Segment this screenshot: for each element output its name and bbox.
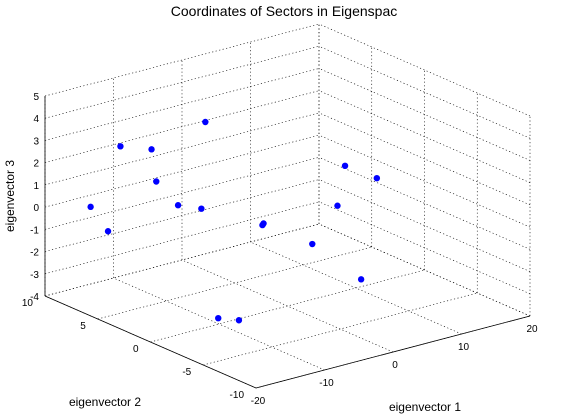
x-tick-label: 0 (392, 360, 398, 371)
side-wall-gridline (318, 157, 531, 250)
z-axis-label: eigenvector 3 (3, 160, 17, 232)
back-wall-gridline (44, 112, 320, 186)
x-tick-label: -20 (251, 396, 266, 407)
z-tick-label: 3 (33, 136, 39, 147)
data-point (334, 202, 341, 209)
data-point (309, 240, 316, 248)
data-point (104, 228, 112, 235)
y-tick-label: -5 (182, 367, 191, 378)
y-tick-label: -10 (230, 390, 245, 401)
back-wall-gridline (44, 201, 320, 275)
data-point (357, 276, 365, 283)
x-tick-label: 20 (526, 324, 538, 335)
side-wall-gridline (318, 112, 531, 206)
z-tick-label: -3 (30, 270, 39, 281)
data-points (87, 118, 381, 324)
data-point (373, 174, 381, 182)
y-tick-label: 0 (133, 344, 139, 355)
data-point (260, 220, 267, 227)
side-wall-gridline (318, 179, 531, 272)
z-tick-label: -4 (30, 292, 39, 303)
x-axis-line (255, 315, 531, 389)
data-point (215, 314, 222, 322)
side-wall-gridline (318, 201, 531, 295)
x-axis-label: eigenvector 1 (389, 400, 461, 414)
z-tick-label: 0 (33, 203, 39, 214)
y-axis-line (44, 295, 257, 389)
back-wall-gridline (44, 68, 320, 141)
x-tick-label: -10 (319, 378, 334, 389)
floor-gridline (97, 246, 372, 320)
back-wall-gridline (44, 179, 320, 252)
z-tick-label: 1 (33, 181, 39, 192)
back-wall-gridline (44, 45, 320, 119)
data-point (235, 317, 243, 324)
back-wall-gridline (44, 157, 320, 230)
floor-gridline (181, 259, 394, 353)
side-wall-gridline (318, 223, 531, 317)
back-wall-gridline (44, 90, 320, 163)
side-wall-gridline (318, 134, 531, 228)
data-point (198, 205, 205, 212)
floor-gridline (113, 277, 325, 371)
back-wall-gridline (44, 134, 320, 208)
z-tick-label: 2 (33, 159, 39, 170)
y-axis-label: eigenvector 2 (69, 395, 141, 409)
y-tick-label: 10 (22, 298, 34, 309)
side-wall-gridline (318, 90, 531, 183)
side-wall-gridline (318, 23, 531, 117)
data-point (148, 146, 155, 153)
floor-gridline (203, 292, 478, 366)
x-tick-label: 10 (458, 342, 470, 353)
back-wall-gridline (44, 223, 320, 297)
z-tick-label: -1 (30, 225, 39, 236)
data-point (202, 118, 209, 126)
floor-gridline (250, 241, 462, 335)
z-tick-label: 5 (33, 92, 39, 103)
side-wall-gridline (318, 45, 531, 139)
grid-layer (44, 23, 531, 389)
data-point (341, 162, 349, 170)
z-tick-label: -2 (30, 248, 39, 259)
data-point (87, 203, 94, 211)
back-wall-gridline (44, 23, 320, 97)
data-point (174, 202, 182, 209)
chart-title: Coordinates of Sectors in Eigenspac (171, 3, 397, 19)
floor-gridline (150, 269, 425, 343)
data-point (117, 143, 124, 150)
y-tick-label: 5 (80, 321, 86, 332)
data-point (153, 178, 160, 185)
side-wall-gridline (318, 68, 531, 161)
z-tick-label: 4 (33, 114, 39, 125)
